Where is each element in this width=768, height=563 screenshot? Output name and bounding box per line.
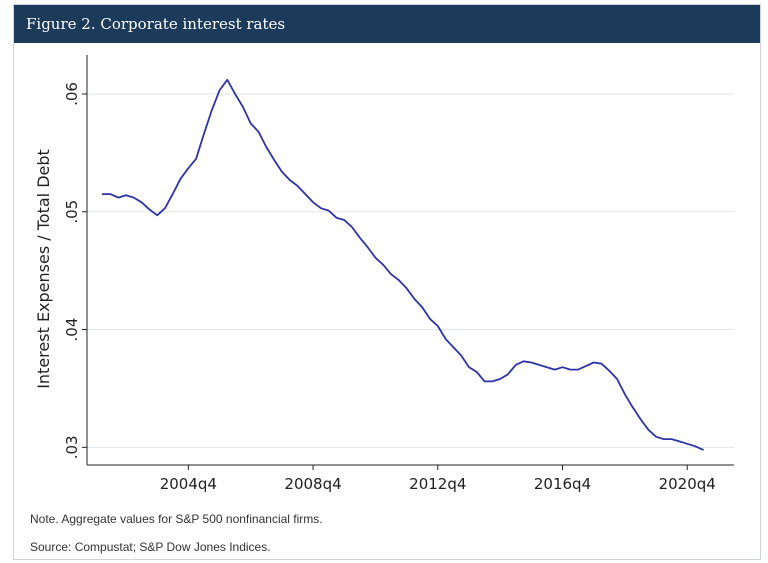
x-tick-label: 2004q4	[160, 475, 217, 493]
figure-title: Figure 2. Corporate interest rates	[14, 5, 760, 43]
series-line	[101, 78, 704, 451]
axes: .03 .04 .05 .06 2004q4 2008q4 2012q4 2016q4 2020…	[63, 55, 734, 493]
y-tick-label: .05	[63, 200, 81, 224]
x-tick-label: 2016q4	[534, 475, 591, 493]
series-layer	[101, 78, 704, 451]
x-tick-label: 2008q4	[284, 475, 341, 493]
y-tick-label: .06	[63, 82, 81, 106]
line-chart: .03 .04 .05 .06 2004q4 2008q4 2012q4 2016q4 2020…	[34, 55, 734, 493]
y-axis-label: Interest Expenses / Total Debt	[34, 149, 53, 389]
y-tick-label: .04	[63, 318, 81, 342]
figure-frame: Figure 2. Corporate interest rates .03.0…	[13, 4, 761, 560]
x-tick-label: 2020q4	[659, 475, 716, 493]
grid-lines	[87, 93, 734, 448]
figure-source: Source: Compustat; S&P Dow Jones Indices…	[30, 540, 271, 554]
figure-note: Note. Aggregate values for S&P 500 nonfi…	[30, 512, 323, 526]
x-tick-label: 2012q4	[409, 475, 466, 493]
y-tick-label: .03	[63, 435, 81, 459]
